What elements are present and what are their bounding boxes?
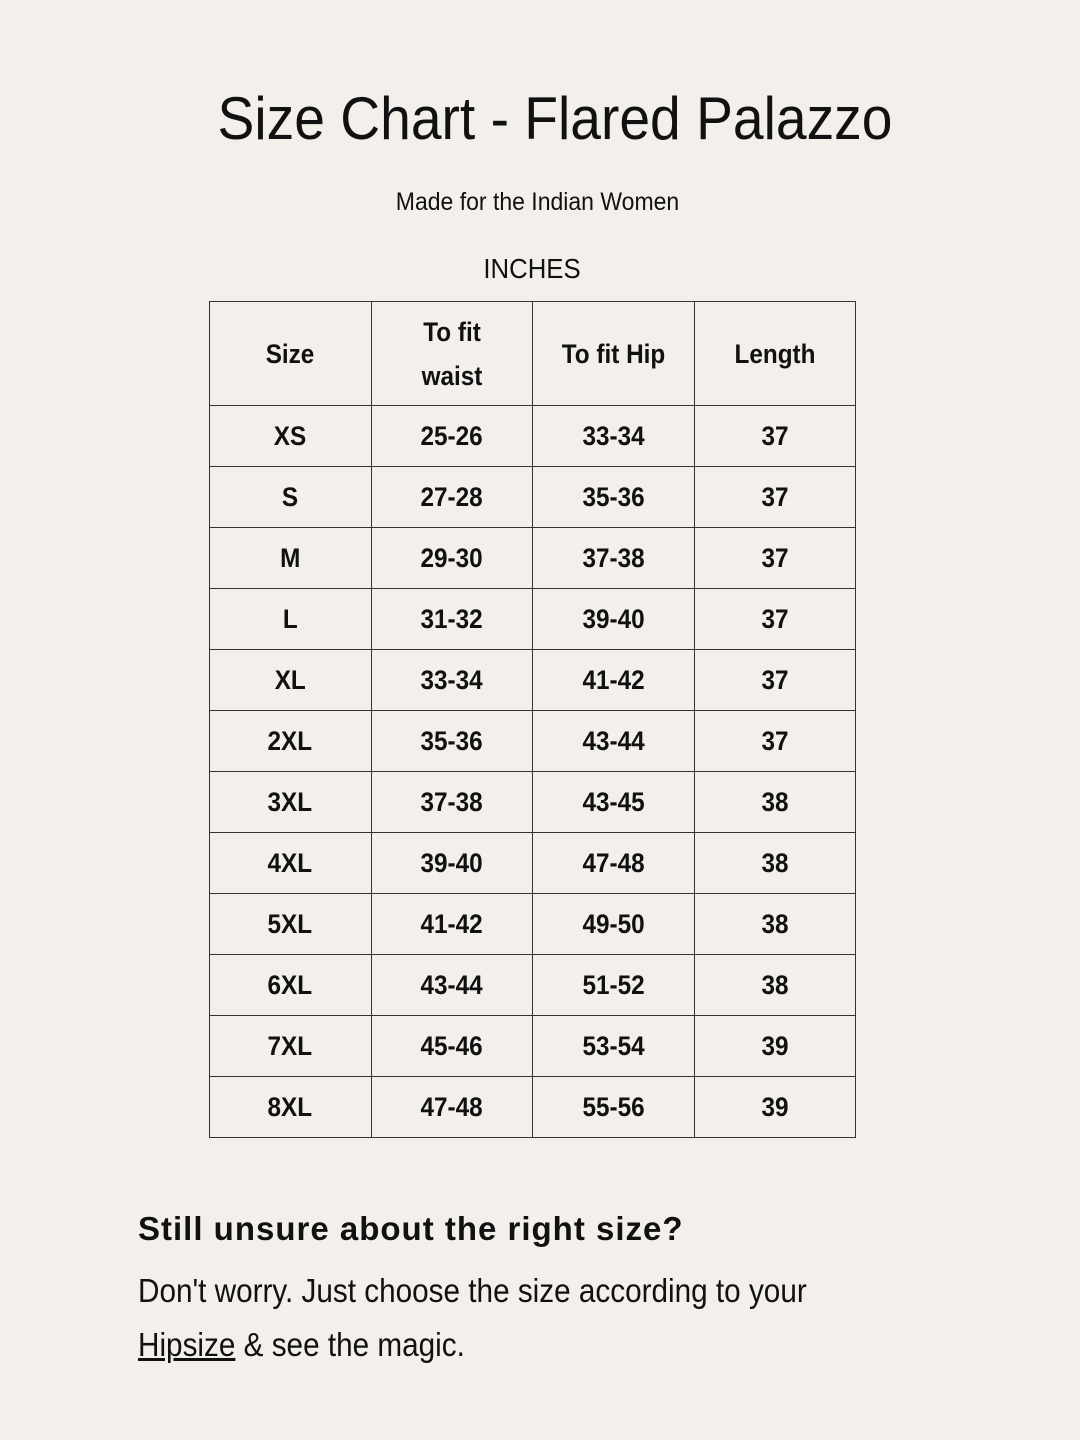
cell-waist: 37-38: [370, 771, 533, 833]
table-row: 8XL 47-48 55-56 39: [209, 1076, 856, 1138]
cell-length: 37: [693, 649, 856, 711]
cell-size: L: [209, 588, 372, 650]
cell-hip: 53-54: [532, 1015, 695, 1077]
cell-length: 37: [693, 405, 856, 467]
table-row: 4XL 39-40 47-48 38: [209, 832, 856, 894]
table-row: 2XL 35-36 43-44 37: [209, 710, 856, 772]
hipsize-link[interactable]: Hipsize: [138, 1326, 236, 1363]
cell-size: 6XL: [209, 954, 372, 1016]
cell-size: 2XL: [209, 710, 372, 772]
cell-waist: 35-36: [370, 710, 533, 772]
cell-hip: 39-40: [532, 588, 695, 650]
cell-hip: 55-56: [532, 1076, 695, 1138]
cell-hip: 43-44: [532, 710, 695, 772]
cell-hip: 51-52: [532, 954, 695, 1016]
table-row: XL 33-34 41-42 37: [209, 649, 856, 711]
cell-hip: 49-50: [532, 893, 695, 955]
cell-hip: 47-48: [532, 832, 695, 894]
cell-waist: 45-46: [370, 1015, 533, 1077]
table-row: 3XL 37-38 43-45 38: [209, 771, 856, 833]
cell-waist: 27-28: [370, 466, 533, 528]
cell-size: XL: [209, 649, 372, 711]
cell-hip: 43-45: [532, 771, 695, 833]
cell-size: 7XL: [209, 1015, 372, 1077]
size-table: Size To fit waist To fit Hip Length XS 25…: [209, 301, 856, 1138]
help-line-2: & see the magic.: [235, 1326, 465, 1363]
cell-length: 38: [693, 771, 856, 833]
header-length: Length: [693, 301, 856, 406]
cell-length: 37: [693, 527, 856, 589]
cell-size: M: [209, 527, 372, 589]
cell-length: 37: [693, 466, 856, 528]
cell-size: S: [209, 466, 372, 528]
cell-length: 38: [693, 832, 856, 894]
cell-hip: 33-34: [532, 405, 695, 467]
cell-length: 39: [693, 1076, 856, 1138]
cell-length: 37: [693, 588, 856, 650]
table-row: L 31-32 39-40 37: [209, 588, 856, 650]
cell-size: 8XL: [209, 1076, 372, 1138]
cell-length: 39: [693, 1015, 856, 1077]
cell-waist: 47-48: [370, 1076, 533, 1138]
cell-waist: 29-30: [370, 527, 533, 589]
help-line-1: Don't worry. Just choose the size accord…: [138, 1272, 807, 1309]
table-row: XS 25-26 33-34 37: [209, 405, 856, 467]
cell-size: 4XL: [209, 832, 372, 894]
table-row: S 27-28 35-36 37: [209, 466, 856, 528]
cell-size: XS: [209, 405, 372, 467]
unit-label: INCHES: [483, 253, 581, 284]
cell-size: 5XL: [209, 893, 372, 955]
header-waist: To fit waist: [370, 301, 533, 406]
cell-hip: 35-36: [532, 466, 695, 528]
table-header-row: Size To fit waist To fit Hip Length: [209, 301, 856, 406]
cell-length: 38: [693, 954, 856, 1016]
cell-waist: 41-42: [370, 893, 533, 955]
page-title: Size Chart - Flared Palazzo: [217, 85, 893, 152]
cell-size: 3XL: [209, 771, 372, 833]
header-size: Size: [209, 301, 372, 406]
help-question: Still unsure about the right size?: [138, 1210, 684, 1247]
table-row: 6XL 43-44 51-52 38: [209, 954, 856, 1016]
table-row: M 29-30 37-38 37: [209, 527, 856, 589]
table-row: 5XL 41-42 49-50 38: [209, 893, 856, 955]
cell-waist: 31-32: [370, 588, 533, 650]
cell-hip: 37-38: [532, 527, 695, 589]
cell-length: 37: [693, 710, 856, 772]
cell-waist: 43-44: [370, 954, 533, 1016]
header-hip: To fit Hip: [532, 301, 695, 406]
cell-waist: 25-26: [370, 405, 533, 467]
cell-hip: 41-42: [532, 649, 695, 711]
cell-length: 38: [693, 893, 856, 955]
subtitle: Made for the Indian Women: [395, 188, 680, 216]
help-text: Don't worry. Just choose the size accord…: [138, 1264, 876, 1372]
cell-waist: 39-40: [370, 832, 533, 894]
table-row: 7XL 45-46 53-54 39: [209, 1015, 856, 1077]
cell-waist: 33-34: [370, 649, 533, 711]
